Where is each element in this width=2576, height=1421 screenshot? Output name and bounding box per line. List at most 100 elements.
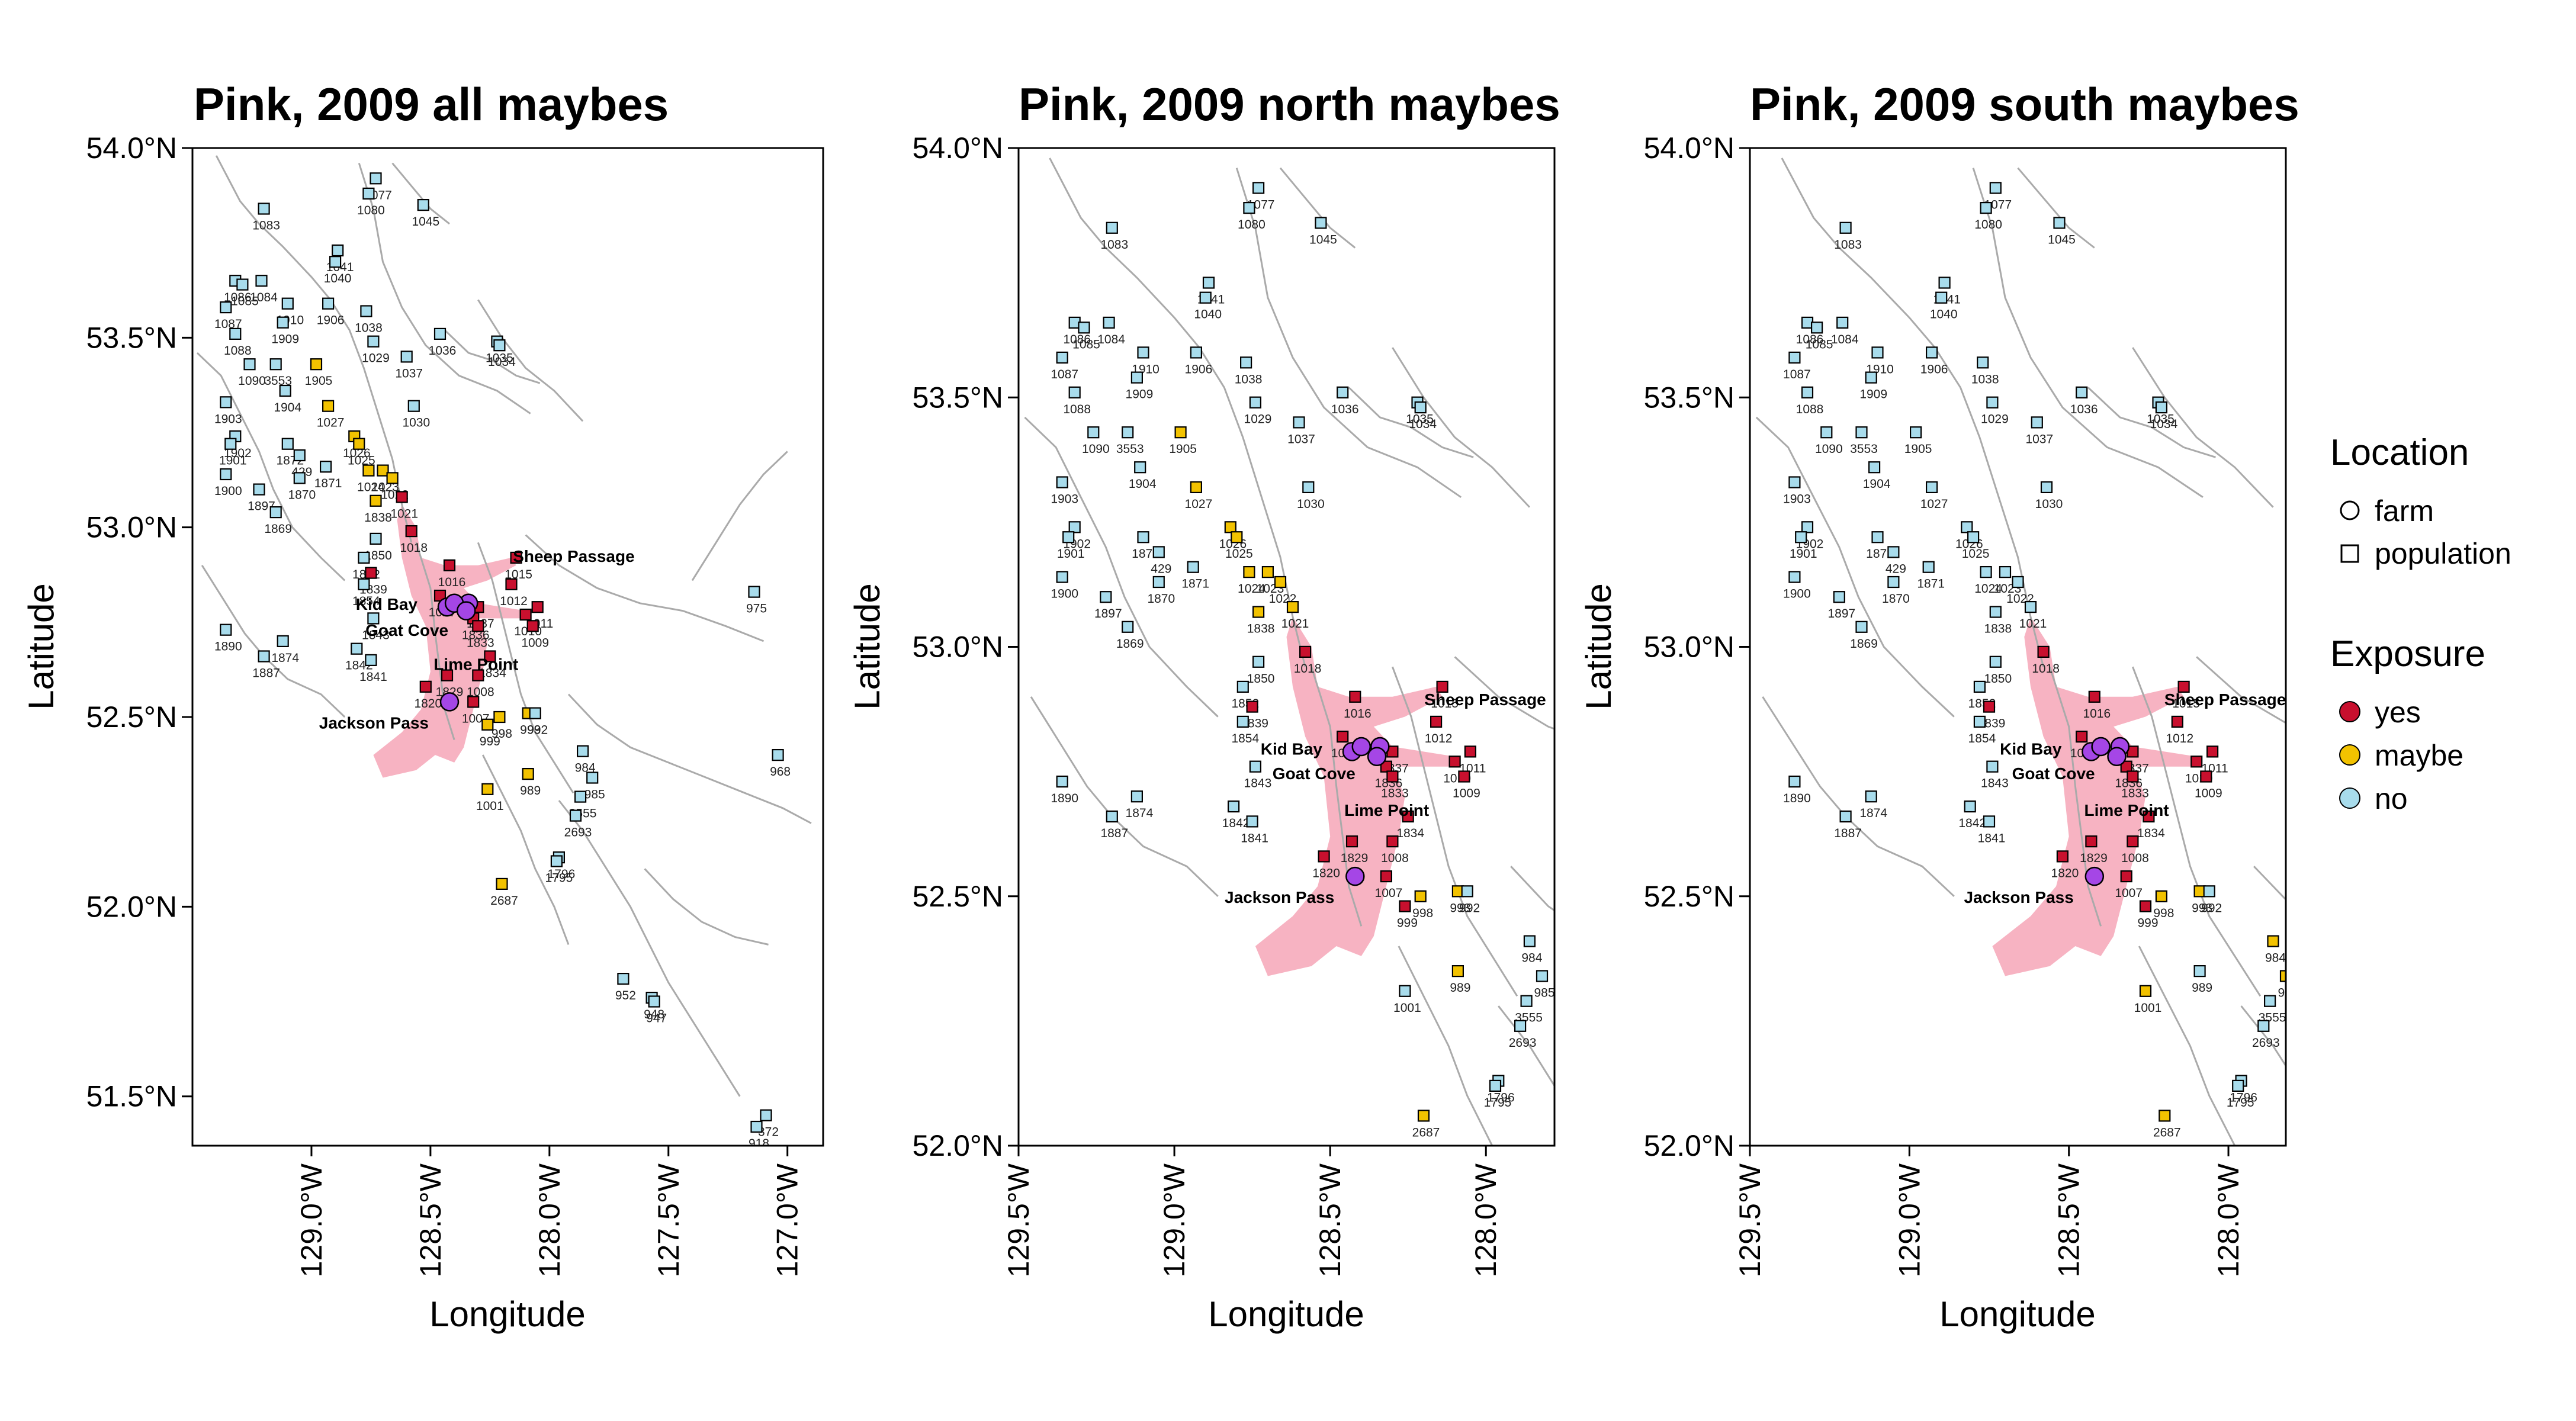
legend-no-label: no: [2375, 782, 2408, 815]
population-site-label: 1027: [317, 416, 345, 430]
population-site-marker: [1337, 386, 1349, 398]
population-site-marker: [1056, 571, 1068, 583]
population-site-label: 998: [492, 727, 512, 741]
y-axis-label: Latitude: [21, 583, 61, 710]
population-site-label: 998: [2153, 906, 2174, 920]
farm-label: Goat Cove: [2012, 764, 2095, 783]
population-site-marker: [386, 472, 399, 484]
population-site-label: 1887: [1834, 827, 1862, 840]
population-site-marker: [2037, 645, 2050, 658]
population-site-marker: [1489, 1079, 1502, 1092]
population-site-label: 1843: [1244, 777, 1272, 790]
population-site-marker: [1174, 426, 1187, 439]
population-site-label: 947: [646, 1012, 667, 1025]
population-site-label: 1871: [314, 477, 342, 490]
population-site-marker: [322, 400, 335, 412]
population-site-label: 1030: [402, 416, 430, 430]
population-site-marker: [258, 202, 270, 215]
population-site-marker: [1249, 760, 1261, 773]
coastline: [196, 352, 346, 581]
population-site-label: 1900: [1051, 587, 1078, 601]
population-site-marker: [1461, 885, 1473, 898]
population-site-marker: [2053, 217, 2066, 229]
population-site-label: 372: [758, 1126, 779, 1139]
population-site-label: 1903: [1051, 493, 1078, 506]
population-site-marker: [2120, 870, 2132, 883]
population-site-label: 1087: [1783, 368, 1811, 381]
map-frame: [1017, 147, 1556, 1147]
x-tick-label: 129.5°W: [1733, 1163, 1766, 1277]
population-site-marker: [467, 696, 480, 708]
population-site-label: 2693: [1509, 1036, 1537, 1050]
population-site-marker: [293, 449, 306, 462]
population-site-marker: [1130, 790, 1144, 803]
population-site-marker: [1430, 715, 1443, 728]
population-site-label: 1080: [1238, 218, 1265, 232]
population-site-label: 1890: [1783, 792, 1811, 805]
population-site-marker: [1199, 291, 1212, 304]
population-site-marker: [2120, 760, 2132, 773]
population-site-marker: [1801, 521, 1814, 533]
population-site-marker: [1458, 770, 1470, 783]
population-site-marker: [1056, 476, 1068, 488]
population-site-label: 975: [746, 602, 767, 616]
population-site-label: 1901: [1057, 547, 1085, 561]
population-site-marker: [2257, 1020, 2270, 1032]
population-site-marker: [1788, 476, 1801, 488]
population-site-marker: [1252, 655, 1265, 668]
legend-location-title: Location: [2330, 432, 2469, 473]
population-site-label: 1009: [1453, 787, 1480, 800]
coastline: [477, 299, 584, 422]
population-site-marker: [1973, 680, 1986, 693]
population-site-label: 1021: [2019, 617, 2047, 631]
population-site-marker: [1134, 461, 1146, 474]
population-site-label: 1087: [214, 317, 242, 331]
population-site-label: 1869: [1850, 637, 1878, 651]
population-site-marker: [2171, 715, 2183, 728]
population-site-marker: [443, 559, 456, 571]
population-site-marker: [1520, 995, 1533, 1007]
population-site-label: 1905: [1169, 442, 1197, 456]
population-site-marker: [281, 438, 294, 450]
population-site-label: 1841: [359, 670, 387, 684]
population-site-marker: [586, 771, 599, 784]
farm-marker: [2084, 866, 2105, 886]
population-site-label: 1909: [1126, 388, 1154, 401]
population-site-label: 1016: [1344, 707, 1371, 721]
population-site-marker: [750, 1120, 763, 1133]
y-tick-label: 53.5°N: [86, 321, 177, 354]
legend-exposure-title: Exposure: [2330, 634, 2485, 674]
population-site-marker: [576, 745, 589, 757]
population-site-marker: [2279, 970, 2286, 982]
population-site-label: 1030: [2035, 497, 2063, 511]
population-site-label: 3553: [1850, 442, 1878, 456]
population-site-marker: [2127, 770, 2139, 783]
population-site-label: 1796: [548, 867, 576, 881]
population-site-marker: [419, 680, 432, 693]
population-site-label: 1008: [467, 686, 494, 699]
population-site-label: 1024: [1974, 582, 2002, 596]
population-site-marker: [481, 783, 494, 795]
population-site-marker: [1871, 531, 1884, 544]
population-site-marker: [1811, 322, 1823, 334]
legend-maybe-label: maybe: [2375, 739, 2463, 772]
population-site-label: 1034: [488, 355, 516, 369]
population-site-marker: [1887, 546, 1900, 558]
population-site-label: 1036: [1331, 403, 1359, 416]
coastline: [415, 542, 455, 740]
population-site-marker: [1056, 775, 1068, 788]
coastline: [2087, 387, 2216, 458]
migration-route-area: [1255, 616, 1455, 976]
population-site-marker: [1152, 546, 1165, 558]
coastline: [1024, 416, 1219, 718]
population-site-marker: [1228, 800, 1240, 813]
population-site-label: 1036: [2070, 403, 2098, 416]
population-site-marker: [529, 707, 541, 719]
population-site-label: 1874: [1126, 806, 1154, 820]
population-site-label: 1021: [390, 507, 418, 520]
population-site-label: 1045: [2048, 233, 2076, 246]
population-site-label: 1834: [478, 667, 506, 680]
population-site-label: 992: [527, 724, 548, 737]
coastline: [2017, 167, 2095, 249]
population-site-marker: [1380, 870, 1392, 883]
